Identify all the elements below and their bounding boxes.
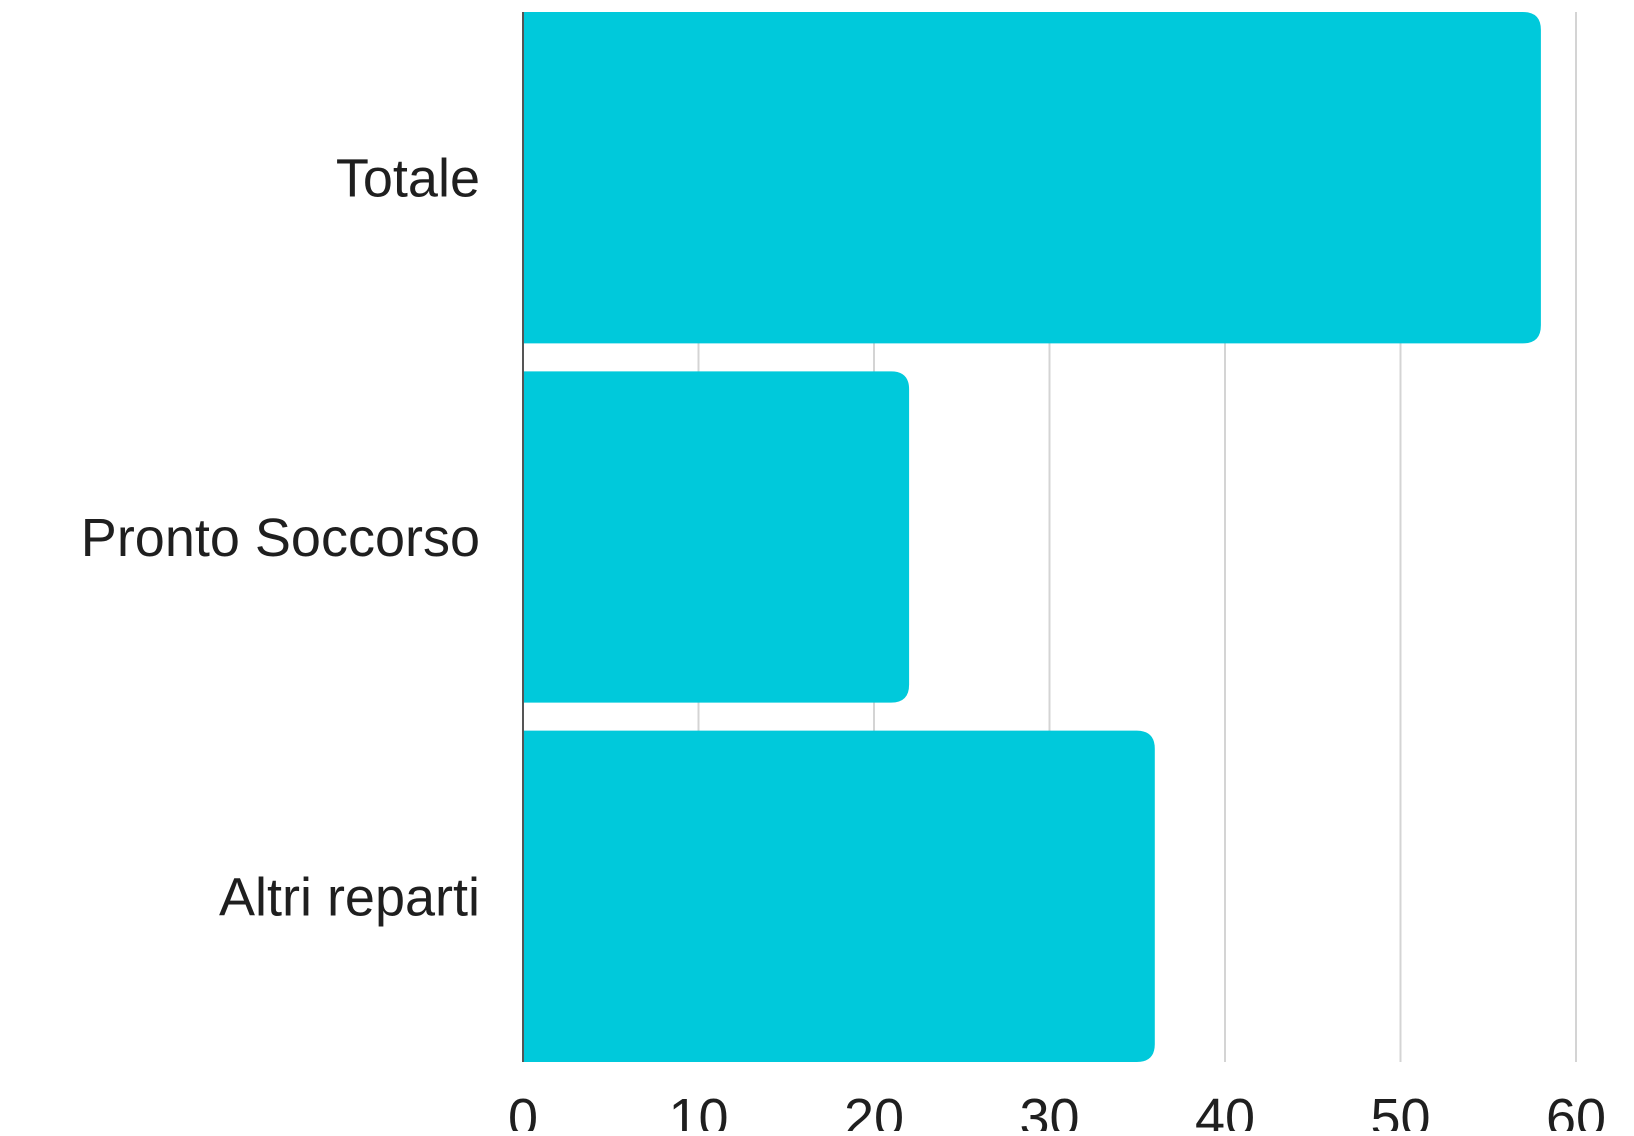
x-tick-label-10: 10 bbox=[668, 1088, 728, 1131]
x-tick-label-60: 60 bbox=[1546, 1088, 1606, 1131]
x-tick-label-40: 40 bbox=[1195, 1088, 1255, 1131]
x-tick-labels: 0 10 20 30 40 50 60 bbox=[508, 1088, 1606, 1136]
bar-altri-reparti bbox=[523, 730, 1155, 1062]
bars bbox=[523, 12, 1541, 1062]
bar-totale bbox=[523, 12, 1541, 344]
x-tick-label-50: 50 bbox=[1370, 1088, 1430, 1131]
bar-pronto-soccorso bbox=[523, 371, 910, 703]
x-tick-label-30: 30 bbox=[1019, 1088, 1079, 1131]
category-label-pronto-soccorso: Pronto Soccorso bbox=[81, 508, 480, 568]
x-tick-label-20: 20 bbox=[844, 1088, 904, 1131]
category-label-totale: Totale bbox=[336, 149, 480, 209]
category-labels: Totale Pronto Soccorso Altri reparti bbox=[81, 149, 480, 928]
category-label-altri-reparti: Altri reparti bbox=[219, 867, 480, 927]
x-tick-label-0: 0 bbox=[508, 1088, 538, 1131]
